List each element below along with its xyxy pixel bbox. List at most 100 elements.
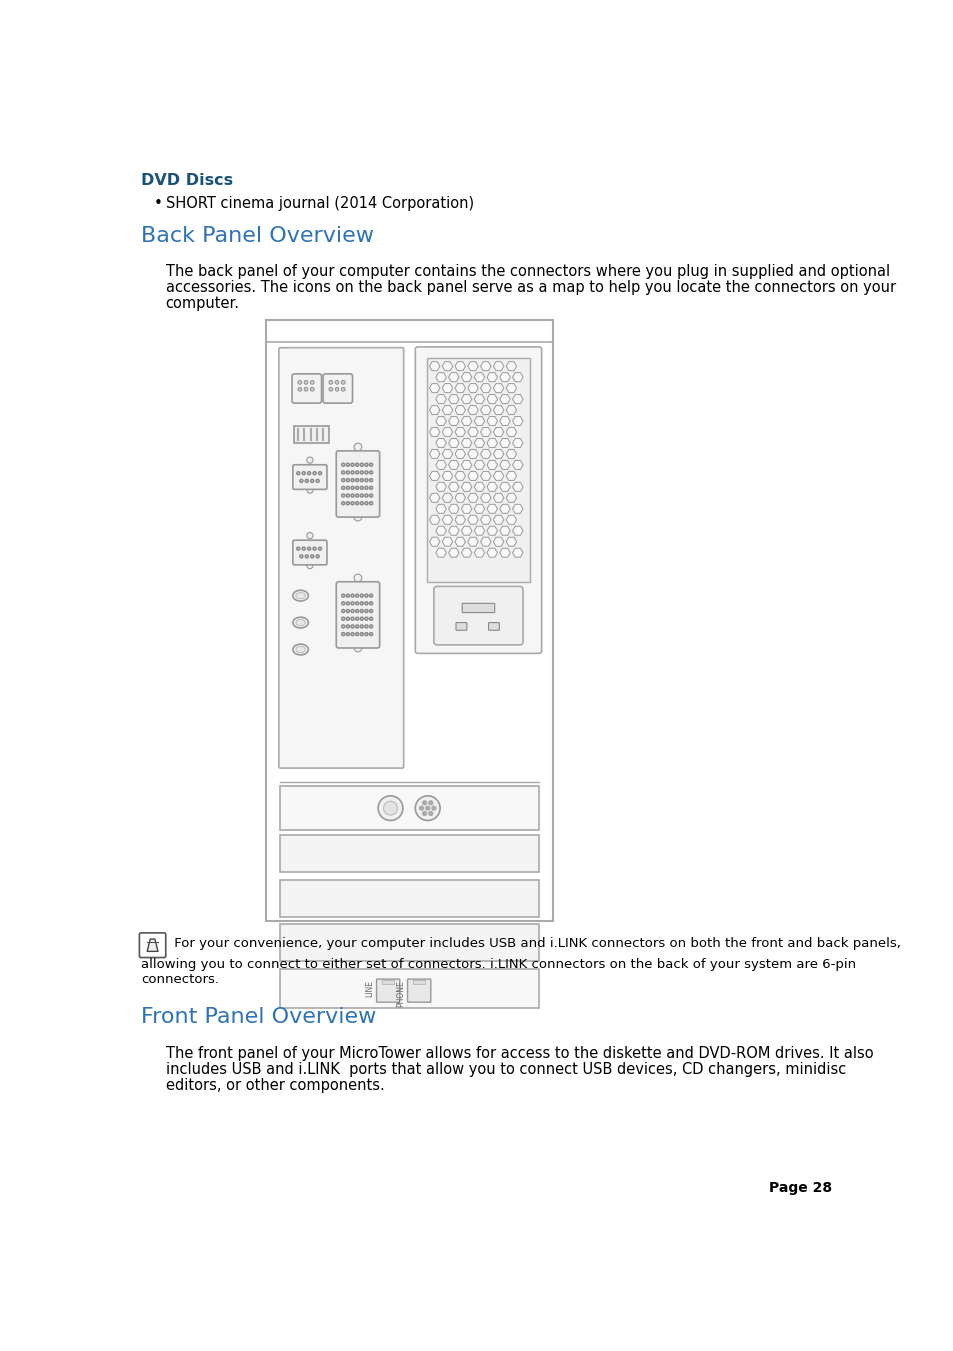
Circle shape xyxy=(354,574,361,582)
Circle shape xyxy=(355,463,358,466)
Circle shape xyxy=(355,486,358,489)
Bar xyxy=(266,320,553,920)
Polygon shape xyxy=(429,384,439,393)
Polygon shape xyxy=(486,527,497,535)
Text: The front panel of your MicroTower allows for access to the diskette and DVD-ROM: The front panel of your MicroTower allow… xyxy=(166,1046,872,1061)
Polygon shape xyxy=(493,384,503,393)
Circle shape xyxy=(360,609,363,612)
FancyBboxPatch shape xyxy=(335,582,379,648)
Polygon shape xyxy=(512,373,522,381)
FancyBboxPatch shape xyxy=(488,623,498,631)
Circle shape xyxy=(360,594,363,597)
Polygon shape xyxy=(442,405,453,415)
Polygon shape xyxy=(499,461,510,469)
Circle shape xyxy=(365,463,368,466)
Polygon shape xyxy=(480,450,491,458)
Circle shape xyxy=(355,617,358,620)
Circle shape xyxy=(369,594,373,597)
Circle shape xyxy=(355,471,358,474)
Bar xyxy=(280,924,538,962)
Circle shape xyxy=(351,626,354,628)
Circle shape xyxy=(369,632,373,636)
Circle shape xyxy=(360,601,363,605)
Circle shape xyxy=(299,480,303,482)
Circle shape xyxy=(355,494,358,497)
Polygon shape xyxy=(442,362,453,370)
Circle shape xyxy=(341,486,344,489)
Polygon shape xyxy=(429,538,439,546)
Polygon shape xyxy=(436,461,446,469)
Circle shape xyxy=(304,388,308,392)
Circle shape xyxy=(296,547,299,550)
Circle shape xyxy=(335,388,338,392)
Polygon shape xyxy=(493,427,503,436)
Circle shape xyxy=(307,471,311,474)
Polygon shape xyxy=(493,538,503,546)
Circle shape xyxy=(341,471,344,474)
Polygon shape xyxy=(448,504,458,513)
Circle shape xyxy=(360,478,363,482)
Polygon shape xyxy=(512,549,522,557)
Polygon shape xyxy=(474,461,484,469)
Polygon shape xyxy=(474,416,484,426)
Polygon shape xyxy=(442,471,453,481)
Polygon shape xyxy=(474,373,484,381)
FancyBboxPatch shape xyxy=(461,604,495,612)
Circle shape xyxy=(351,594,354,597)
Text: •: • xyxy=(153,196,162,211)
Polygon shape xyxy=(467,515,477,524)
Circle shape xyxy=(307,532,313,539)
Polygon shape xyxy=(442,538,453,546)
Polygon shape xyxy=(467,493,477,503)
Bar xyxy=(280,835,538,871)
Polygon shape xyxy=(461,461,472,469)
Circle shape xyxy=(369,617,373,620)
Polygon shape xyxy=(512,504,522,513)
Circle shape xyxy=(351,632,354,636)
Polygon shape xyxy=(499,482,510,492)
Polygon shape xyxy=(147,939,158,951)
Circle shape xyxy=(369,471,373,474)
Circle shape xyxy=(360,486,363,489)
Circle shape xyxy=(346,494,349,497)
FancyBboxPatch shape xyxy=(139,934,166,958)
Circle shape xyxy=(365,617,368,620)
Polygon shape xyxy=(436,482,446,492)
Circle shape xyxy=(346,609,349,612)
FancyBboxPatch shape xyxy=(292,374,321,403)
Polygon shape xyxy=(512,416,522,426)
Polygon shape xyxy=(455,405,465,415)
Circle shape xyxy=(346,626,349,628)
Circle shape xyxy=(354,513,361,521)
Polygon shape xyxy=(512,527,522,535)
Polygon shape xyxy=(461,482,472,492)
Circle shape xyxy=(346,617,349,620)
Polygon shape xyxy=(506,384,517,393)
Text: Page 28: Page 28 xyxy=(768,1181,831,1194)
Polygon shape xyxy=(480,515,491,524)
Circle shape xyxy=(341,594,344,597)
Bar xyxy=(294,426,329,443)
Polygon shape xyxy=(474,394,484,404)
Polygon shape xyxy=(429,471,439,481)
Polygon shape xyxy=(486,461,497,469)
Polygon shape xyxy=(493,471,503,481)
Bar xyxy=(381,979,394,985)
Polygon shape xyxy=(493,515,503,524)
Circle shape xyxy=(310,388,314,392)
Circle shape xyxy=(365,478,368,482)
Text: accessories. The icons on the back panel serve as a map to help you locate the c: accessories. The icons on the back panel… xyxy=(166,280,895,295)
Circle shape xyxy=(341,501,344,505)
Polygon shape xyxy=(467,450,477,458)
Circle shape xyxy=(377,796,402,820)
Circle shape xyxy=(369,626,373,628)
Circle shape xyxy=(369,609,373,612)
Polygon shape xyxy=(480,384,491,393)
Polygon shape xyxy=(499,416,510,426)
FancyBboxPatch shape xyxy=(456,623,466,631)
Polygon shape xyxy=(506,538,517,546)
Polygon shape xyxy=(448,461,458,469)
Circle shape xyxy=(341,632,344,636)
Polygon shape xyxy=(467,405,477,415)
Circle shape xyxy=(341,609,344,612)
